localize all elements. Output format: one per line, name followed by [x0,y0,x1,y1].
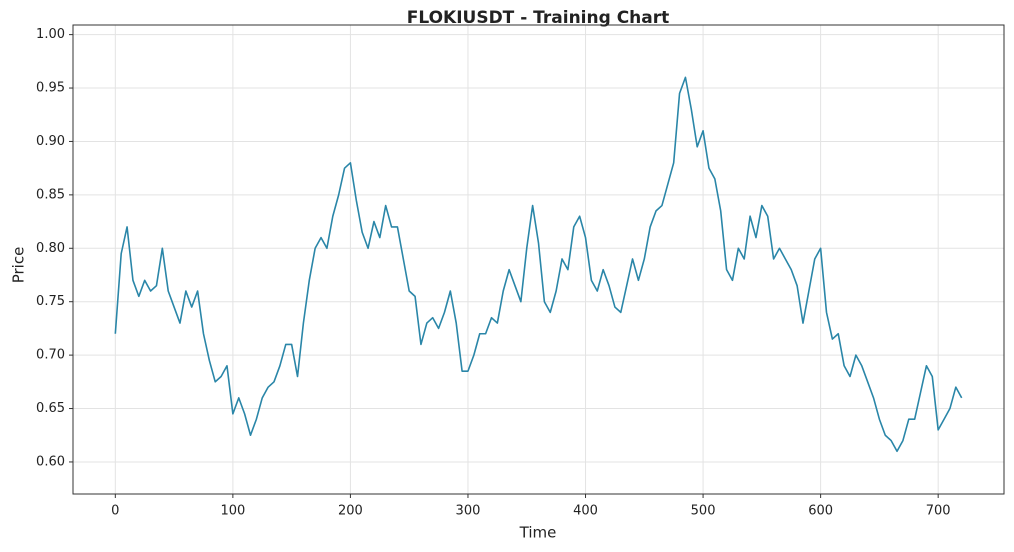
x-tick-label: 300 [456,504,481,519]
x-tick-label: 400 [573,504,598,519]
y-tick-label: 0.90 [36,134,65,149]
y-tick-label: 0.95 [36,81,65,96]
plot-area [114,76,963,453]
x-tick-label: 600 [808,504,833,519]
x-tick-label: 700 [926,504,951,519]
y-tick-label: 0.85 [36,187,65,202]
x-tick-label: 200 [338,504,363,519]
y-tick-label: 0.70 [36,348,65,363]
y-tick-label: 0.75 [36,294,65,309]
grid [73,25,1004,494]
y-tick-label: 0.60 [36,454,65,469]
x-tick-label: 500 [691,504,716,519]
y-tick-label: 0.80 [36,241,65,256]
y-axis-label: Price [10,247,28,284]
plot-frame [72,24,1005,495]
x-axis-label: Time [519,524,557,542]
y-tick-label: 0.65 [36,401,65,416]
price-line [114,76,963,453]
y-tick-label: 1.00 [36,27,65,42]
x-tick-label: 0 [111,504,119,519]
chart-title: FLOKIUSDT - Training Chart [407,8,670,28]
x-tick-label: 100 [220,504,245,519]
